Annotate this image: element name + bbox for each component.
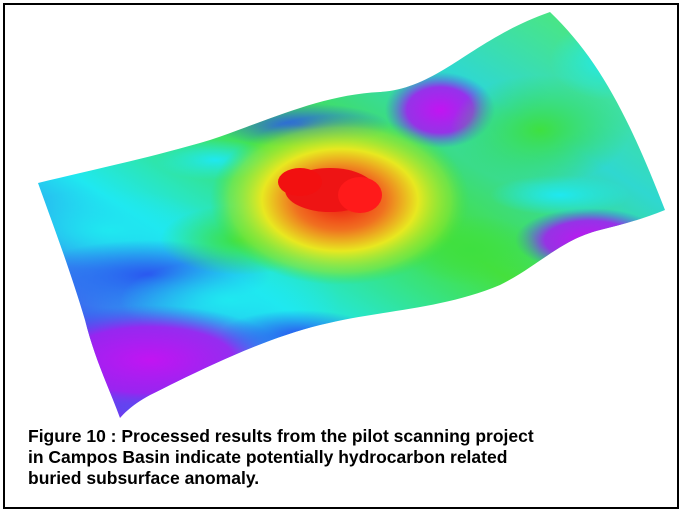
caption-line-2: in Campos Basin indicate potentially hyd… bbox=[28, 447, 508, 467]
caption-line-1: Figure 10 : Processed results from the p… bbox=[28, 426, 534, 446]
figure-caption: Figure 10 : Processed results from the p… bbox=[28, 426, 668, 489]
caption-line-3: buried subsurface anomaly. bbox=[28, 468, 260, 488]
surface-plot-image bbox=[38, 12, 665, 418]
